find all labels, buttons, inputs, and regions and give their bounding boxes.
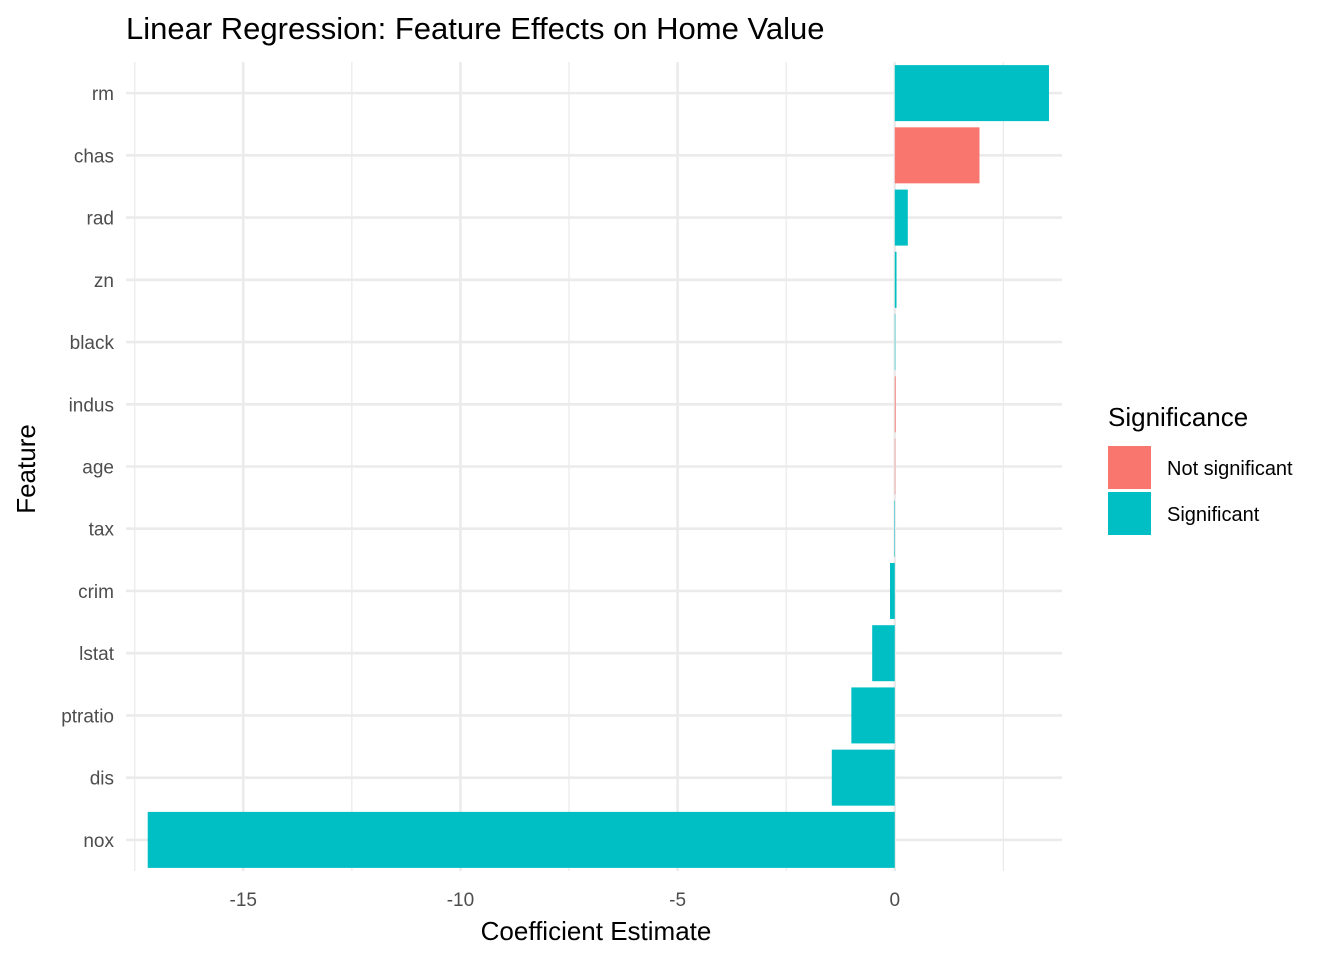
bar-lstat [872, 625, 895, 682]
chart-title: Linear Regression: Feature Effects on Ho… [126, 11, 824, 46]
bar-nox [147, 811, 895, 868]
y-tick-label: tax [89, 520, 115, 541]
y-tick-label: age [82, 458, 114, 479]
legend-entry-label: Not significant [1167, 458, 1293, 480]
y-tick-label: chas [74, 146, 114, 167]
y-tick-label: crim [78, 582, 114, 603]
bar-crim [890, 562, 895, 619]
legend: Significance Not significant Significant [1108, 402, 1293, 535]
grid [126, 62, 1062, 871]
x-axis-tick-labels: -15 -10 -5 0 [230, 890, 901, 911]
bar-dis [831, 749, 895, 806]
bar-rad [894, 189, 908, 246]
y-tick-label: indus [69, 395, 114, 416]
y-axis-label: Feature [11, 424, 41, 514]
legend-entry-label: Significant [1167, 504, 1260, 526]
bar-chas [894, 127, 980, 184]
y-tick-label: rm [92, 84, 114, 105]
x-tick-label: 0 [889, 890, 900, 911]
legend-title: Significance [1108, 402, 1248, 432]
legend-key-swatch [1108, 446, 1151, 489]
y-tick-label: black [70, 333, 115, 354]
x-tick-label: -5 [669, 890, 686, 911]
legend-key-swatch [1108, 492, 1151, 535]
bar-black [894, 314, 896, 371]
bar-tax [894, 500, 895, 557]
bar-age [894, 438, 896, 495]
y-tick-label: rad [87, 209, 114, 230]
y-axis-tick-labels: rm chas rad zn black indus age tax crim lstat ptra… [61, 84, 115, 852]
x-tick-label: -10 [447, 890, 474, 911]
bar-indus [894, 376, 896, 433]
bar-rm [894, 65, 1049, 122]
y-tick-label: zn [94, 271, 114, 292]
x-axis-label: Coefficient Estimate [481, 916, 712, 946]
bars [147, 65, 1049, 868]
y-tick-label: ptratio [61, 706, 114, 727]
bar-ptratio [851, 687, 895, 744]
y-tick-label: dis [90, 769, 114, 790]
x-tick-label: -15 [230, 890, 257, 911]
bar-zn [894, 251, 897, 308]
y-tick-label: nox [83, 831, 114, 852]
y-tick-label: lstat [79, 644, 115, 665]
